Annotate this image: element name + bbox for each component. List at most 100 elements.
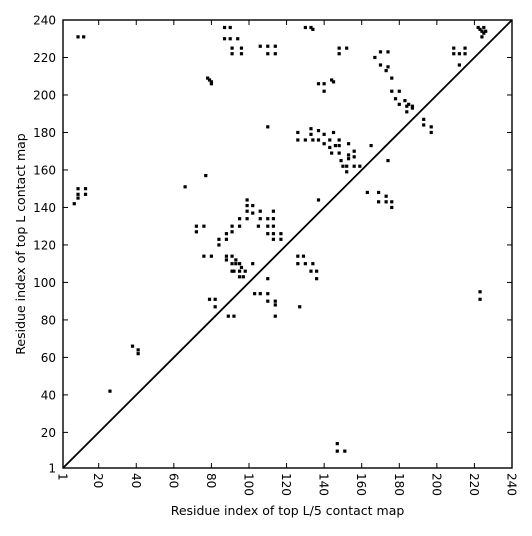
contact-point bbox=[311, 262, 315, 266]
contact-point bbox=[346, 142, 351, 146]
contact-point bbox=[352, 155, 356, 159]
contact-point bbox=[251, 262, 255, 266]
contact-point bbox=[271, 217, 276, 221]
contact-point bbox=[365, 190, 369, 195]
contact-point bbox=[328, 145, 332, 150]
contact-point bbox=[245, 217, 249, 221]
contact-point bbox=[377, 200, 381, 204]
contact-point bbox=[209, 82, 214, 86]
contact-point bbox=[222, 37, 227, 41]
contact-point bbox=[194, 224, 198, 228]
y-tick-label: 80 bbox=[41, 313, 56, 327]
contact-point bbox=[390, 76, 394, 80]
plot-frame bbox=[62, 19, 513, 469]
contact-point bbox=[384, 200, 388, 204]
contact-point bbox=[331, 130, 336, 135]
contact-point bbox=[358, 164, 362, 168]
contact-point bbox=[266, 277, 270, 281]
contact-point bbox=[136, 348, 140, 352]
contact-point bbox=[224, 232, 229, 236]
contact-point bbox=[273, 52, 277, 56]
contact-point bbox=[266, 224, 270, 228]
contact-point bbox=[337, 52, 341, 56]
contact-point bbox=[258, 44, 262, 48]
contact-point bbox=[183, 185, 187, 189]
contact-point bbox=[337, 46, 341, 50]
contact-point bbox=[83, 192, 88, 196]
x-tick-label: 140 bbox=[317, 473, 331, 496]
contact-point bbox=[224, 237, 229, 241]
contact-point bbox=[315, 277, 319, 281]
contact-point bbox=[397, 102, 401, 106]
contact-point bbox=[230, 269, 234, 273]
contact-point bbox=[76, 187, 80, 191]
contact-point bbox=[301, 254, 306, 258]
contact-point bbox=[279, 237, 283, 241]
contact-point bbox=[330, 78, 334, 82]
contact-point bbox=[258, 209, 262, 213]
contact-point bbox=[232, 314, 236, 318]
contact-point bbox=[476, 25, 480, 30]
contact-point bbox=[83, 187, 88, 191]
contact-point bbox=[279, 232, 283, 236]
contact-point bbox=[339, 158, 343, 163]
contact-point bbox=[478, 27, 482, 31]
x-tick-label: 120 bbox=[279, 473, 293, 496]
x-axis: 1 20 40 60 80 100 120 140 160 180 200 220 240 bbox=[56, 20, 519, 496]
contact-point bbox=[76, 192, 80, 196]
contact-point bbox=[230, 254, 234, 258]
contact-point bbox=[72, 202, 76, 206]
contact-point bbox=[309, 269, 313, 273]
contact-point bbox=[410, 104, 415, 108]
x-tick-label: 180 bbox=[392, 473, 406, 496]
contact-point bbox=[253, 292, 257, 296]
contact-point bbox=[328, 138, 332, 142]
contact-point bbox=[316, 82, 321, 86]
contact-point bbox=[390, 205, 394, 210]
contact-point bbox=[335, 442, 339, 446]
y-tick-label: 40 bbox=[41, 388, 56, 402]
contact-point bbox=[230, 224, 234, 228]
contact-point bbox=[298, 305, 302, 309]
contact-point bbox=[296, 262, 300, 266]
contact-point bbox=[239, 265, 244, 270]
contact-point bbox=[341, 164, 345, 168]
contact-point bbox=[258, 292, 262, 296]
contact-point bbox=[232, 269, 236, 273]
y-tick-label: 220 bbox=[33, 51, 56, 65]
contact-point bbox=[251, 211, 255, 215]
contact-point bbox=[378, 63, 383, 67]
contact-point bbox=[346, 157, 351, 161]
contact-point bbox=[194, 230, 198, 234]
contact-point bbox=[213, 297, 217, 301]
x-tick-label: 1 bbox=[56, 473, 70, 481]
x-tick-label: 160 bbox=[354, 473, 368, 496]
contact-point bbox=[266, 44, 270, 48]
contact-point bbox=[377, 190, 381, 195]
contact-point bbox=[266, 299, 270, 303]
x-tick-label: 100 bbox=[241, 473, 255, 496]
contact-point bbox=[405, 104, 409, 108]
contact-point bbox=[457, 63, 461, 67]
contact-point bbox=[480, 29, 484, 33]
contact-point bbox=[330, 151, 334, 155]
contact-point bbox=[316, 128, 321, 133]
contact-point bbox=[296, 254, 300, 258]
contact-point bbox=[243, 269, 247, 273]
contact-point bbox=[209, 254, 214, 258]
contact-point bbox=[378, 50, 383, 54]
contact-point bbox=[429, 125, 433, 129]
contact-point bbox=[204, 173, 208, 178]
contact-point bbox=[316, 138, 321, 142]
contact-point bbox=[217, 237, 221, 241]
contact-point bbox=[209, 80, 214, 84]
contact-point bbox=[303, 25, 307, 30]
contact-point bbox=[237, 217, 242, 221]
contact-point bbox=[352, 164, 356, 168]
contact-point bbox=[369, 143, 373, 148]
contact-point bbox=[271, 224, 276, 228]
contact-points bbox=[72, 25, 488, 453]
contact-point bbox=[230, 46, 234, 50]
